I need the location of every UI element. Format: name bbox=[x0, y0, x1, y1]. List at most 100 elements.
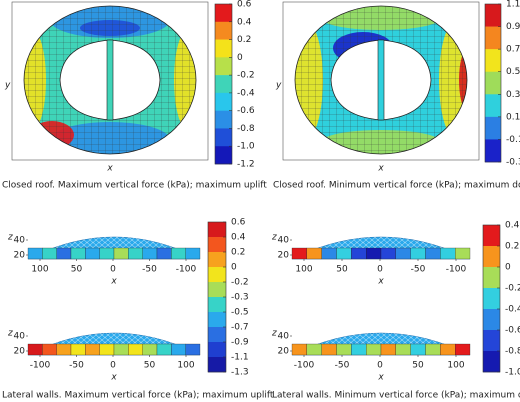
x-tick-label: 0 bbox=[110, 265, 116, 275]
caption: Closed roof. Minimum vertical force (kPa… bbox=[273, 181, 520, 191]
wall-segment bbox=[185, 247, 201, 260]
x-tick-label: -50 bbox=[142, 265, 157, 275]
colorbar-band bbox=[485, 94, 501, 118]
colorbar-tick-label: -1.2 bbox=[237, 160, 255, 170]
colorbar-tick-label: -0.4 bbox=[237, 88, 255, 98]
z-axis-label: z bbox=[271, 329, 277, 339]
wall-segment bbox=[42, 343, 57, 356]
x-tick-label: 100 bbox=[177, 361, 194, 371]
z-tick-label: 40 bbox=[14, 332, 26, 342]
side-view: 100 50 0 -50 -100 20 40z x bbox=[271, 233, 471, 287]
colorbar-band bbox=[215, 4, 232, 23]
wall-segment bbox=[85, 343, 100, 356]
colorbar-tick-label: -0.8 bbox=[505, 347, 520, 357]
x-tick-label: -100 bbox=[30, 361, 51, 371]
roof-edge bbox=[23, 5, 197, 155]
colorbar-band bbox=[485, 4, 501, 27]
y-axis-label: y bbox=[4, 81, 11, 91]
plan-view: y x Closed roof. Maximum vertical force (k… bbox=[2, 1, 267, 191]
colorbar-tick-label: -1.3 bbox=[231, 368, 249, 378]
colorbar-tick-label: -0.1 bbox=[506, 135, 520, 145]
colorbar-band bbox=[208, 312, 226, 328]
colorbar-tick-label: 0.2 bbox=[231, 248, 245, 258]
colorbar-tick-label: -0.2 bbox=[237, 71, 255, 81]
z-tick-label: 20 bbox=[14, 347, 26, 357]
colorbar-band bbox=[485, 26, 501, 50]
colorbar-band bbox=[483, 246, 500, 268]
caption: Lateral walls. Minimum vertical force (k… bbox=[272, 391, 520, 401]
x-tick-label: -50 bbox=[69, 361, 84, 371]
wall-segment bbox=[380, 343, 396, 356]
wall-segment bbox=[321, 343, 337, 356]
x-tick-label: -50 bbox=[335, 361, 350, 371]
wall-segment bbox=[366, 247, 382, 260]
colorbar-band bbox=[483, 288, 500, 310]
colorbar-tick-label: -0.3 bbox=[231, 293, 249, 303]
colorbar-tick-label: 0 bbox=[505, 263, 511, 273]
wall-segment bbox=[410, 247, 426, 260]
colorbar-band bbox=[208, 282, 226, 298]
colorbar-tick-label: -0.5 bbox=[231, 308, 249, 318]
colorbar-band bbox=[208, 237, 226, 253]
colorbar-tick-label: 0.4 bbox=[505, 221, 520, 231]
wall-segment bbox=[99, 343, 115, 356]
colorbar-tick-label: 1.1 bbox=[506, 0, 520, 10]
colorbar-tick-label: 0.4 bbox=[231, 233, 246, 243]
x-tick-label: 50 bbox=[412, 361, 424, 371]
wall-segment bbox=[171, 343, 186, 356]
side-view: -100 -50 0 50 100 20 40z x bbox=[7, 329, 201, 383]
side-view: -100 -50 0 50 100 20 40z x bbox=[271, 329, 471, 383]
x-tick-label: 100 bbox=[31, 265, 48, 275]
wall-segment bbox=[291, 247, 307, 260]
side-view: 100 50 0 -50 -100 20 40z x bbox=[7, 233, 201, 287]
colorbar-tick-label: -0.3 bbox=[506, 158, 520, 168]
x-axis-label: x bbox=[377, 164, 384, 174]
wall-segment bbox=[291, 343, 307, 356]
z-axis-label: z bbox=[7, 329, 13, 339]
x-axis-label: x bbox=[106, 164, 113, 174]
wall-segment bbox=[306, 343, 322, 356]
z-axis-label: z bbox=[271, 233, 277, 243]
x-tick-label: -100 bbox=[294, 361, 315, 371]
colorbar-tick-label: 0.7 bbox=[506, 45, 520, 55]
colorbar-band bbox=[208, 297, 226, 313]
wall-segment bbox=[27, 343, 43, 356]
colorbar-band bbox=[215, 146, 232, 165]
x-tick-label: 0 bbox=[110, 361, 116, 371]
wall-segment bbox=[351, 343, 367, 356]
wall-segment bbox=[128, 343, 143, 356]
wall-segment bbox=[142, 343, 158, 356]
wall-segment bbox=[455, 247, 471, 260]
colorbar-frame bbox=[482, 224, 501, 373]
x-axis-label: x bbox=[377, 277, 384, 287]
colorbar-band bbox=[485, 116, 501, 140]
wall-segment bbox=[56, 247, 72, 260]
colorbar-tick-label: 0.6 bbox=[231, 218, 246, 228]
colorbar-band bbox=[483, 330, 500, 352]
wall-segment bbox=[380, 247, 396, 260]
central-beam bbox=[377, 39, 385, 121]
colorbar-band bbox=[215, 75, 232, 94]
wall-segment bbox=[156, 343, 172, 356]
colorbar-band bbox=[208, 357, 226, 373]
central-beam bbox=[106, 39, 114, 121]
colorbar-tick-label: 0.9 bbox=[506, 22, 520, 32]
colorbar-tick-label: 0.2 bbox=[237, 35, 251, 45]
colorbar-band bbox=[215, 92, 232, 111]
wall-segment bbox=[70, 343, 86, 356]
z-tick-label: 20 bbox=[278, 347, 290, 357]
z-tick-label: 40 bbox=[278, 236, 290, 246]
x-tick-label: 100 bbox=[295, 265, 312, 275]
colorbar-tick-label: 0.2 bbox=[505, 242, 519, 252]
x-tick-label: 100 bbox=[447, 361, 464, 371]
colorbar-band bbox=[208, 327, 226, 343]
colorbar-tick-label: 0.3 bbox=[506, 90, 520, 100]
colorbar-tick-label: 0 bbox=[231, 263, 237, 273]
x-tick-label: 0 bbox=[377, 265, 383, 275]
x-axis-label: x bbox=[377, 373, 384, 383]
colorbar-band bbox=[485, 71, 501, 95]
wall-segment bbox=[336, 247, 352, 260]
wall-segment bbox=[171, 247, 186, 260]
colorbar-tick-label: -1.1 bbox=[231, 353, 249, 363]
